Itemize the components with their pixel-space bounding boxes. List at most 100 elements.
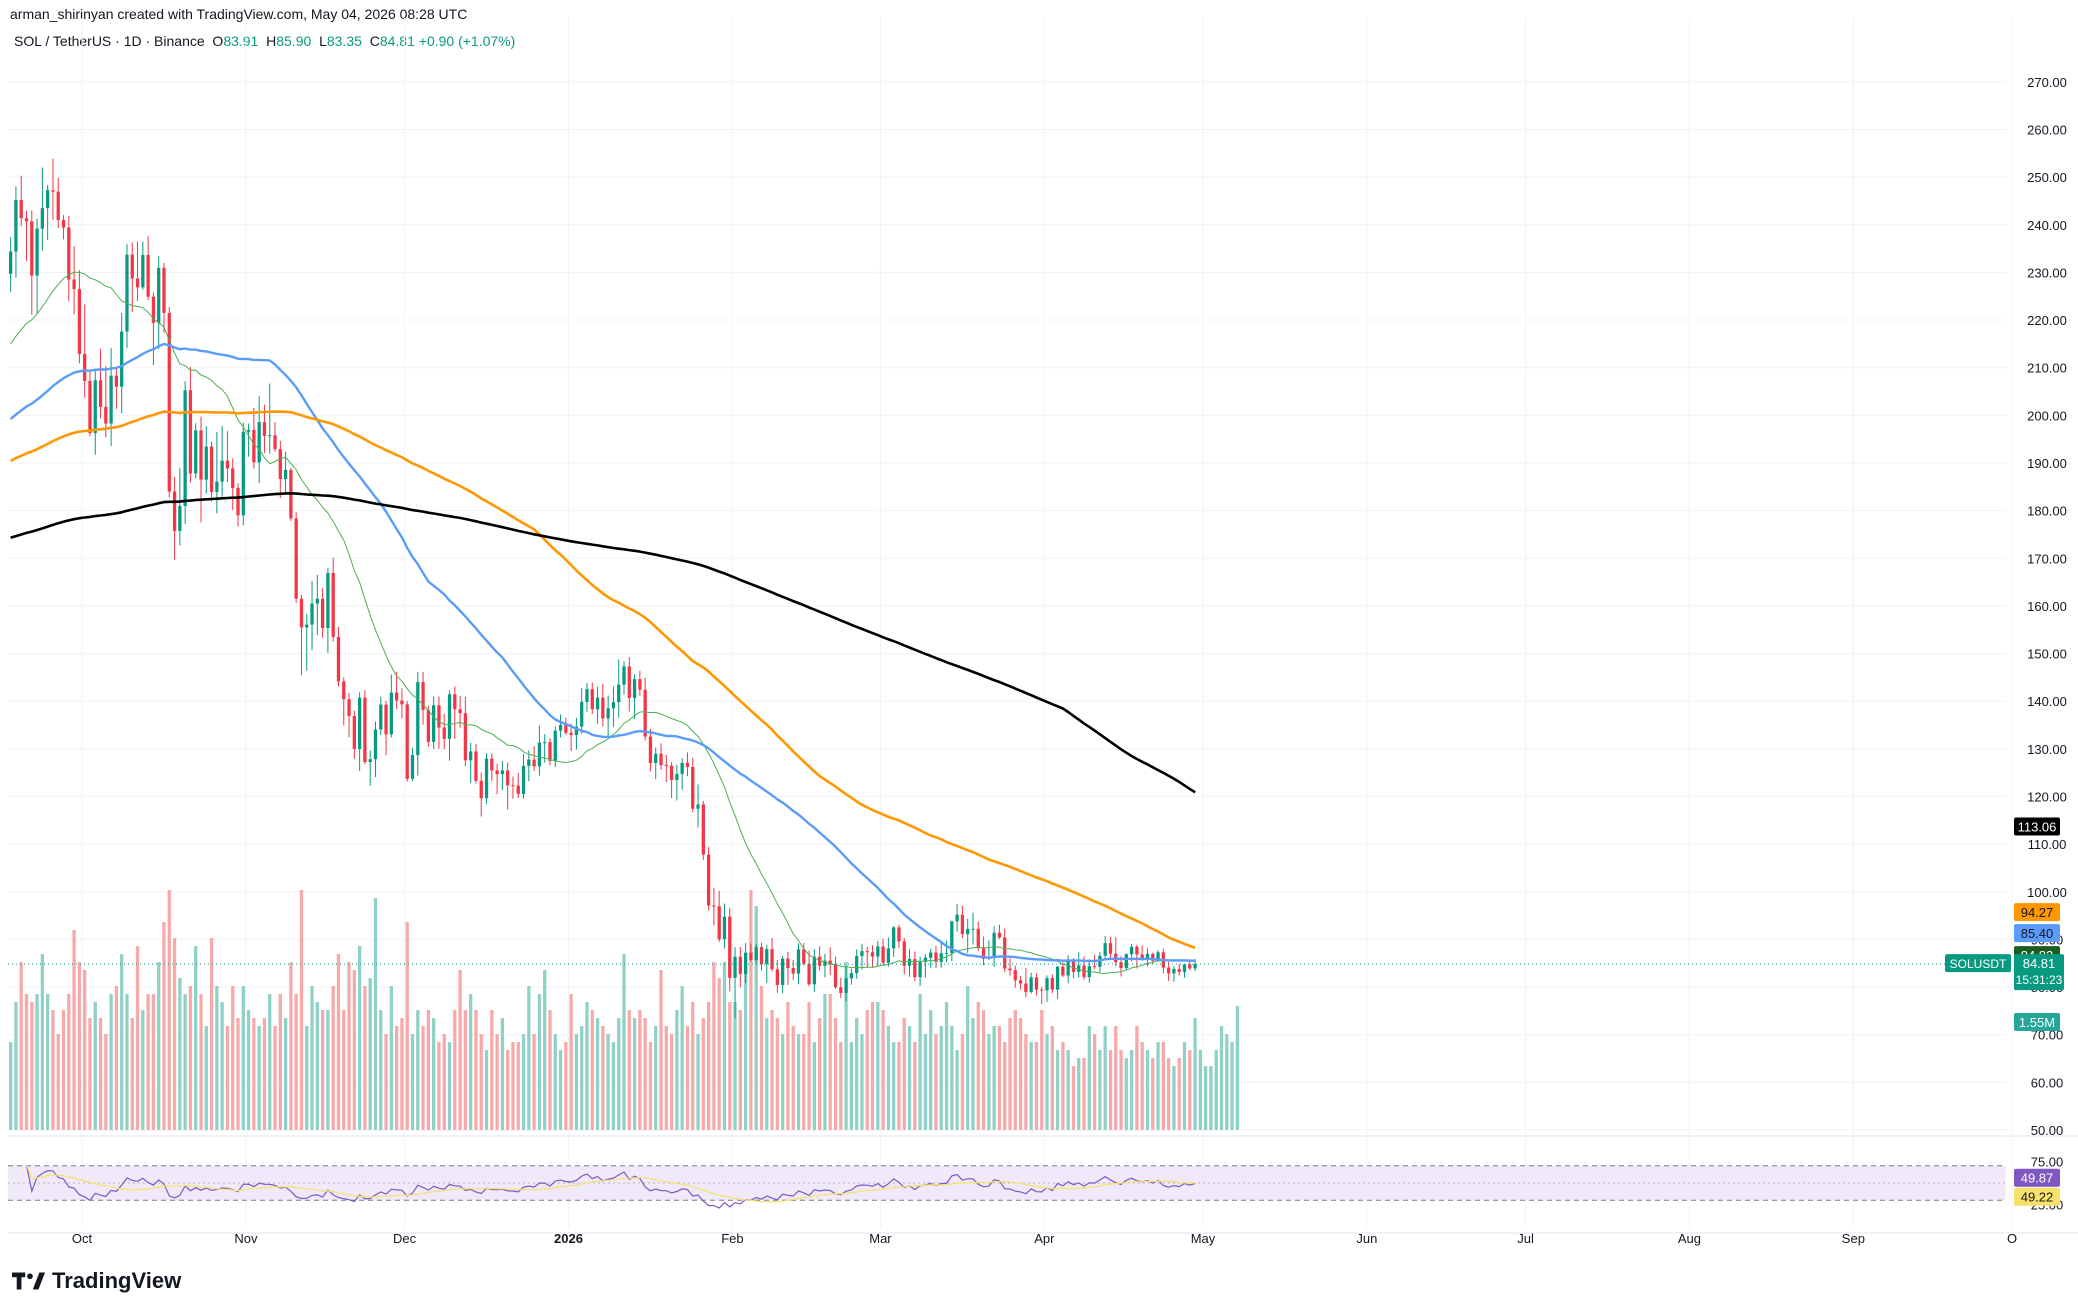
volume-bar <box>273 1026 277 1130</box>
volume-bar <box>516 1042 520 1130</box>
volume-bar <box>595 1018 600 1130</box>
price-tick-label: 110.00 <box>2028 837 2067 852</box>
volume-bar <box>231 986 235 1130</box>
candle-body <box>283 469 288 480</box>
volume-bar <box>1040 1010 1044 1130</box>
candle-body <box>9 251 13 274</box>
ma200-tag: 113.06 <box>2018 820 2057 835</box>
candle-body <box>421 682 425 710</box>
candle-body <box>966 928 970 935</box>
volume-bar <box>125 994 129 1130</box>
candle-body <box>1040 989 1044 991</box>
candle-body <box>780 958 785 986</box>
candle-body <box>405 704 409 779</box>
low-value: 83.35 <box>326 33 362 49</box>
volume-bar <box>722 962 727 1130</box>
volume-bar <box>712 962 716 1130</box>
candle-body <box>394 692 399 701</box>
candle-body <box>971 928 975 930</box>
volume-bar <box>1140 1042 1144 1130</box>
candle-body <box>1119 962 1123 969</box>
volume-tag-bg <box>2014 1013 2060 1031</box>
volume-bar <box>627 1010 631 1130</box>
volume-bar <box>521 1034 526 1130</box>
candle-body <box>320 598 325 629</box>
candle-body <box>1055 966 1060 990</box>
candle-body <box>257 422 261 463</box>
candle-body <box>220 460 224 482</box>
volume-bar <box>971 1018 975 1130</box>
candle-body <box>759 947 764 965</box>
volume-bar <box>357 946 362 1130</box>
candle-body <box>236 487 240 516</box>
last-price-bg <box>2014 954 2064 991</box>
candle-body <box>543 742 547 744</box>
candle-body <box>1018 980 1023 984</box>
volume-bar <box>543 970 547 1130</box>
candle-body <box>315 598 319 604</box>
volume-bar <box>1082 1058 1086 1130</box>
volume-bar <box>897 1042 901 1130</box>
candle-body <box>1151 953 1155 961</box>
symbol-name[interactable]: SOL / TetherUS · 1D · Binance <box>14 33 205 49</box>
candle-body <box>442 727 446 739</box>
candle-body <box>500 770 505 775</box>
volume-bar <box>506 1050 510 1130</box>
volume-bar <box>617 1018 621 1130</box>
candle-body <box>416 682 420 756</box>
volume-bar <box>241 986 245 1130</box>
volume-bar <box>537 994 542 1130</box>
volume-bar <box>379 1010 383 1130</box>
candle-body <box>659 753 663 766</box>
candle-body <box>1045 978 1049 991</box>
candle-body <box>120 331 124 387</box>
volume-bar <box>151 994 156 1130</box>
volume-bar <box>410 1034 415 1130</box>
volume-bar <box>104 1034 108 1130</box>
candle-body <box>558 724 563 731</box>
volume-bar <box>46 994 50 1130</box>
candle-body <box>564 724 568 733</box>
volume-bar <box>648 1042 653 1130</box>
candle-body <box>363 697 367 762</box>
volume-bar <box>881 1010 885 1130</box>
volume-bar <box>743 954 748 1130</box>
high-key: H <box>266 33 277 49</box>
price-tick-label: 170.00 <box>2027 551 2067 566</box>
candle-body <box>1066 960 1070 976</box>
open-value: 83.91 <box>223 33 259 49</box>
candle-body <box>675 773 679 780</box>
candle-body <box>273 435 277 450</box>
candle-body <box>1092 966 1097 968</box>
high-value: 85.90 <box>276 33 312 49</box>
volume-bar <box>1166 1058 1171 1130</box>
candle-body <box>833 964 838 988</box>
volume-bar <box>966 986 970 1130</box>
volume-bar <box>812 1042 816 1130</box>
volume-bar <box>257 1026 261 1130</box>
volume-bar <box>1061 1042 1065 1130</box>
time-tick-label: May <box>1191 1231 1216 1246</box>
candle-body <box>886 948 891 963</box>
volume-bar <box>1087 1026 1091 1130</box>
volume-bar <box>342 1010 346 1130</box>
countdown-tag: 15:31:23 <box>2016 973 2063 987</box>
candle-body <box>685 762 690 767</box>
volume-bar <box>1156 1042 1160 1130</box>
candle-body <box>913 959 917 978</box>
volume-bar <box>865 1010 869 1130</box>
tradingview-brand[interactable]: TradingView <box>12 1268 181 1294</box>
volume-bar <box>1003 1042 1007 1130</box>
volume-bar <box>72 930 76 1130</box>
candle-body <box>601 697 605 719</box>
candle-body <box>204 446 208 480</box>
volume-bar <box>61 1010 66 1130</box>
volume-bar <box>167 890 171 1130</box>
volume-bar <box>907 1026 912 1130</box>
candle-body <box>389 692 393 735</box>
candle-body <box>1050 978 1054 990</box>
volume-bar <box>236 1018 240 1130</box>
candle-body <box>527 759 531 766</box>
ma100-tag: 94.27 <box>2021 905 2054 920</box>
